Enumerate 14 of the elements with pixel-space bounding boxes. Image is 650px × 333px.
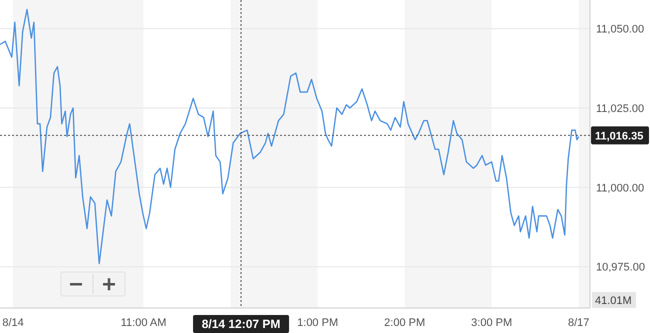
x-tick-label: 8/17 <box>568 317 590 329</box>
x-tick-label: 11:00 AM <box>120 317 166 329</box>
y-tick-label: 11,050.00 <box>596 24 644 36</box>
x-tick-label: 2:00 PM <box>384 317 426 329</box>
ref-line-label: 8/14 12:07 PM <box>202 317 280 331</box>
x-tick-label: 3:00 PM <box>471 317 512 329</box>
x-tick-label: 8/14 <box>2 317 24 329</box>
ref-line-label: 11,016.35 <box>595 130 644 142</box>
y-tick-label: 11,025.00 <box>596 102 644 115</box>
text: 41.01M <box>595 295 632 307</box>
y-tick-label: 10,975.00 <box>596 262 645 274</box>
line-series <box>0 8 580 264</box>
x-tick-label: 1:00 PM <box>297 317 338 329</box>
y-tick-label: 11,000.00 <box>596 182 644 194</box>
